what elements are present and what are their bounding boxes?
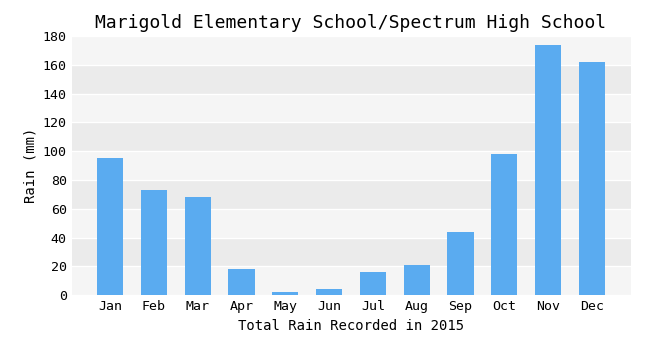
Y-axis label: Rain (mm): Rain (mm) — [23, 128, 37, 203]
Bar — [72, 151, 630, 180]
Bar — [535, 45, 562, 295]
Bar — [185, 197, 211, 295]
Bar — [578, 62, 605, 295]
Bar — [140, 190, 167, 295]
Bar — [447, 232, 474, 295]
Bar — [228, 269, 255, 295]
Bar — [72, 36, 630, 65]
Bar — [97, 158, 124, 295]
Bar — [491, 154, 517, 295]
X-axis label: Total Rain Recorded in 2015: Total Rain Recorded in 2015 — [238, 319, 464, 333]
Bar — [72, 266, 630, 295]
Bar — [72, 94, 630, 122]
Bar — [404, 265, 430, 295]
Bar — [272, 292, 298, 295]
Bar — [359, 272, 386, 295]
Bar — [72, 209, 630, 238]
Title: Marigold Elementary School/Spectrum High School: Marigold Elementary School/Spectrum High… — [96, 14, 606, 32]
Bar — [316, 289, 343, 295]
